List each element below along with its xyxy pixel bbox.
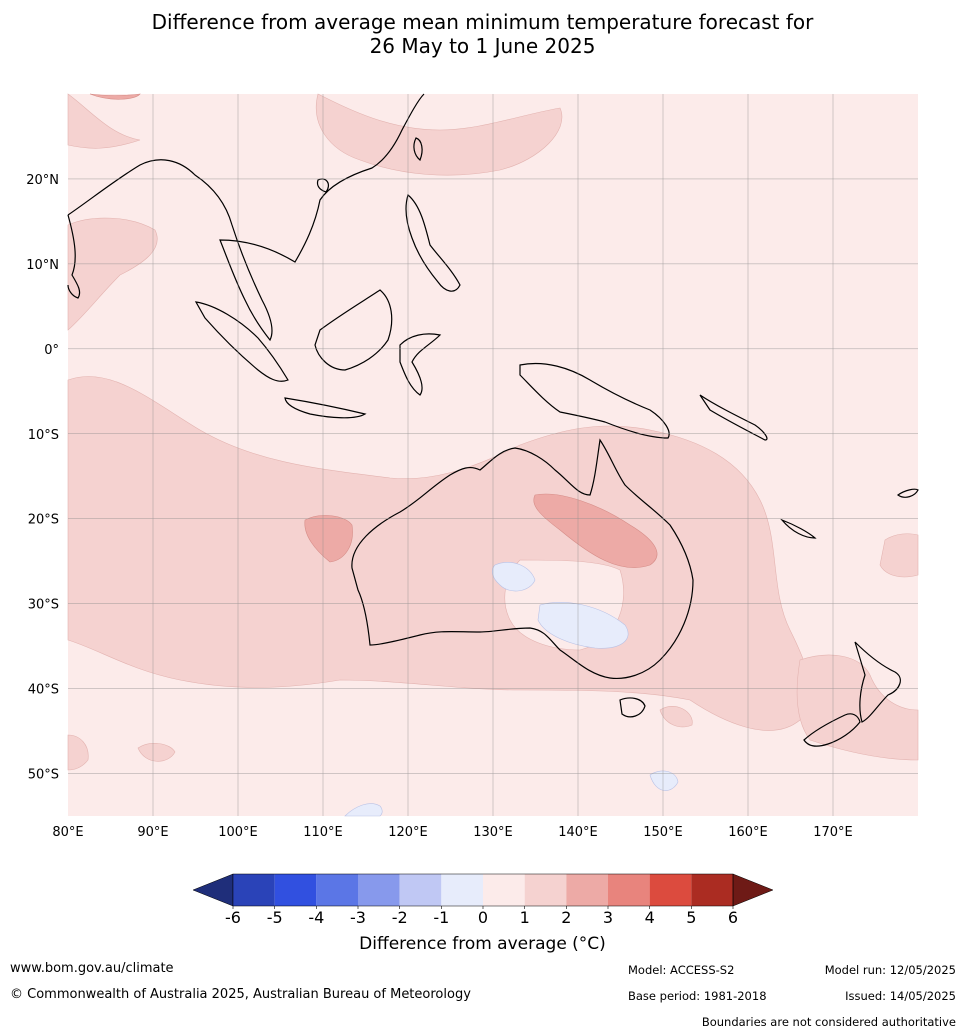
colorbar-tick-label: -5 [267,908,283,927]
anomaly-region [89,93,141,100]
anomaly-region [316,93,563,176]
colorbar-segment [358,874,400,906]
latitude-tick-label: 0° [44,343,59,358]
longitude-tick-label: 80°E [52,825,83,840]
solomon-islands-coastline [699,394,768,441]
longitude-tick-label: 150°E [643,825,683,840]
anomaly-region [659,705,693,728]
longitude-tick-label: 90°E [137,825,168,840]
anomaly-region [67,93,141,149]
colorbar-segment [316,874,358,906]
colorbar-tick-label: 0 [478,908,488,927]
title-line-2: 26 May to 1 June 2025 [369,34,596,58]
latitude-tick-label: 50°S [28,768,59,783]
anomaly-region [491,561,536,592]
latitude-tick-label: 40°S [28,683,59,698]
copyright-text: © Commonwealth of Australia 2025, Austra… [10,987,471,1002]
longitude-tick-label: 120°E [388,825,428,840]
australia-coastline [351,438,694,680]
issued-text: Issued: 14/05/2025 [845,989,956,1003]
anomaly-region [67,217,158,331]
anomaly-below-regions [344,561,679,817]
colorbar-extend-low [192,873,234,907]
colorbar-segment [691,874,733,906]
colorbar-segment [441,874,483,906]
borneo-coastline [314,289,393,371]
colorbar-label: Difference from average (°C) [359,934,606,954]
colorbar-tick-label: -2 [392,908,408,927]
anomaly-region [796,654,919,761]
colorbar-segment [566,874,608,906]
gridlines [68,94,918,816]
anomaly-2-3-regions [89,93,658,568]
latitude-tick-label: 30°S [28,598,59,613]
longitude-tick-label: 160°E [728,825,768,840]
philippines-coastline [405,193,461,292]
longitude-tick-label: 140°E [558,825,598,840]
anomaly-region [533,493,658,568]
anomaly-region [879,533,919,578]
longitude-tick-label: 130°E [473,825,513,840]
anomaly-region [67,376,812,731]
map-panel [67,93,919,817]
colorbar-extend-high [732,873,774,907]
colorbar-tick-label: -1 [433,908,449,927]
colorbar-segment [608,874,650,906]
mainland-asia-coastline [67,93,425,342]
latitude-labels: 20°N 10°N 0° 10°S 20°S 30°S 40°S 50°S [26,173,59,783]
model-run-text: Model run: 12/05/2025 [824,963,956,977]
hainan-coastline [316,178,330,193]
new-zealand-south-coastline [803,713,861,747]
website-link[interactable]: www.bom.gov.au/climate [10,961,174,976]
new-zealand-north-coastline [854,641,901,723]
colorbar-tick-label: -4 [308,908,324,927]
latitude-tick-label: 10°N [26,258,59,273]
colorbar-tick-label: 2 [561,908,571,927]
taiwan-coastline [413,137,423,161]
longitude-tick-label: 100°E [218,825,258,840]
anomaly-region [304,515,353,563]
java-coastline [284,397,367,419]
latitude-tick-label: 20°N [26,173,59,188]
sulawesi-coastline [399,333,442,396]
anomaly-region [537,602,629,649]
anomaly-1-2-regions [67,93,919,771]
new-guinea-coastline [519,362,670,439]
anomaly-region [649,770,679,791]
longitude-labels: 80°E 90°E 100°E 110°E 120°E 130°E 140°E 150°E 16… [52,825,852,840]
anomaly-region [67,734,89,771]
new-caledonia-coastline [780,518,817,539]
colorbar-tick-label: -6 [225,908,241,927]
colorbar-segment [483,874,525,906]
colorbar-tick-label: 1 [520,908,530,927]
chart-title: Difference from average mean minimum tem… [0,10,965,58]
colorbar-tick-labels: -6 -5 -4 -3 -2 -1 0 1 2 3 4 5 6 [225,908,738,927]
coastlines [67,93,919,747]
model-text: Model: ACCESS-S2 [628,963,735,977]
disclaimer-text: Boundaries are not considered authoritat… [701,1015,956,1029]
tasmania-coastline [619,697,646,718]
colorbar-segment [274,874,317,906]
latitude-tick-label: 20°S [28,513,59,528]
fiji-coastline [896,488,919,498]
colorbar-tick-label: 6 [728,908,738,927]
longitude-tick-label: 110°E [303,825,343,840]
colorbar-segment [233,874,275,906]
colorbar-tick-label: -3 [350,908,366,927]
colorbar-segment [524,874,567,906]
colorbar-segment [399,874,442,906]
colorbar-segment [649,874,692,906]
anomaly-region [344,803,383,817]
title-line-1: Difference from average mean minimum tem… [151,10,814,34]
colorbar-tick-label: 4 [645,908,655,927]
latitude-tick-label: 10°S [28,428,59,443]
india-coastline [67,214,81,299]
longitude-tick-label: 170°E [813,825,853,840]
colorbar-tick-label: 3 [603,908,613,927]
colorbar-tick-label: 5 [686,908,696,927]
base-period-text: Base period: 1981-2018 [628,989,767,1003]
anomaly-region [137,743,176,762]
colorbar [192,873,774,909]
